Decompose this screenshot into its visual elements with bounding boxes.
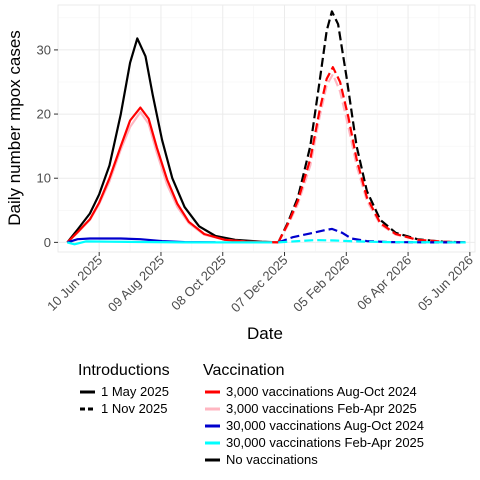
legend-vaccination: Vaccination 3,000 vaccinations Aug-Oct 2… (203, 362, 424, 467)
legend-introduction-label-2: 1 Nov 2025 (101, 401, 168, 416)
y-tick-label: 20 (37, 107, 51, 122)
legend-vaccination-label-3: 30,000 vaccinations Aug-Oct 2024 (226, 418, 424, 433)
series-layer (66, 10, 466, 246)
series-line (66, 106, 279, 244)
y-tick-label: 30 (37, 42, 51, 57)
legend-introductions-title: Introductions (78, 362, 170, 379)
series-line (278, 239, 466, 244)
legend-vaccination-label-5: No vaccinations (226, 452, 318, 467)
y-axis-title: Daily number mpox cases (5, 30, 24, 226)
series-line (66, 37, 279, 244)
x-axis-title: Date (247, 324, 283, 343)
series-line (67, 240, 273, 246)
legend-vaccination-label-1: 3,000 vaccinations Aug-Oct 2024 (226, 384, 417, 399)
y-axis: 0 10 20 30 (37, 42, 58, 250)
plot-panel (57, 4, 476, 253)
y-tick-label: 10 (37, 171, 51, 186)
legend-vaccination-label-2: 3,000 vaccinations Feb-Apr 2025 (226, 401, 417, 416)
legend: Introductions 1 May 2025 1 Nov 2025 Vacc… (78, 362, 424, 467)
legend-introduction-label-1: 1 May 2025 (101, 384, 169, 399)
series-line (277, 227, 466, 244)
y-tick-label: 0 (44, 235, 51, 250)
legend-vaccination-title: Vaccination (203, 362, 285, 379)
series-line (277, 66, 466, 244)
legend-vaccination-label-4: 30,000 vaccinations Feb-Apr 2025 (226, 435, 424, 450)
legend-introductions: Introductions 1 May 2025 1 Nov 2025 (78, 362, 170, 416)
